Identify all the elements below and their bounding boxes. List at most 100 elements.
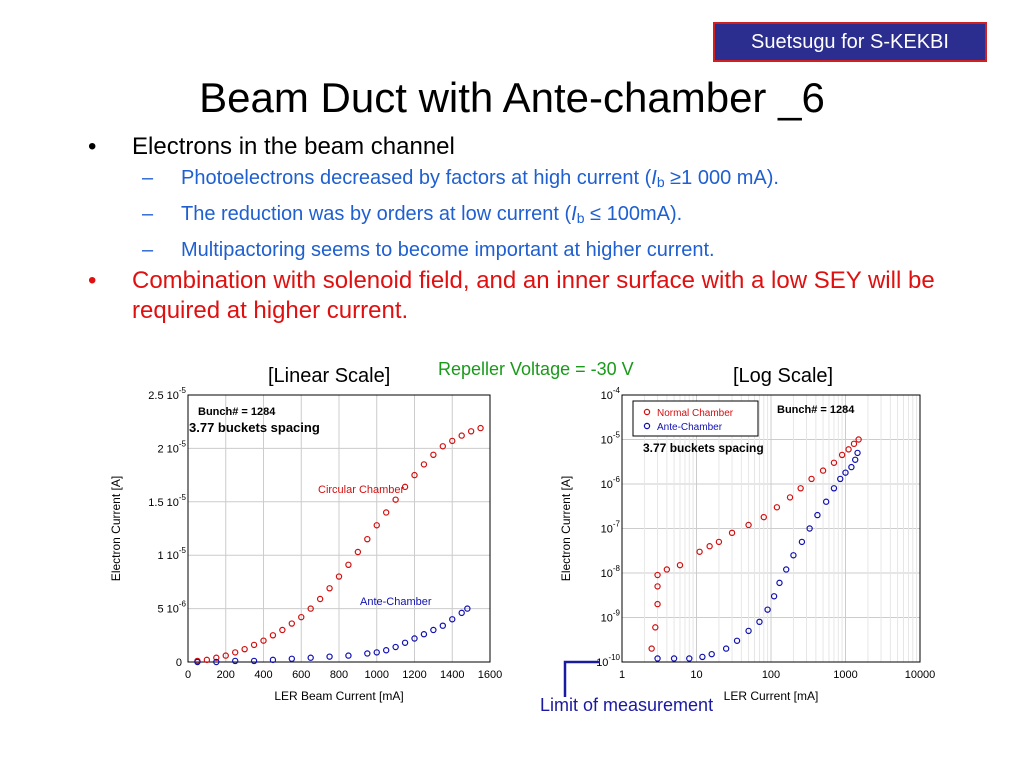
x-tick-label: 1000 bbox=[833, 669, 857, 681]
data-point-blue bbox=[830, 485, 838, 492]
data-point-red bbox=[392, 496, 399, 503]
bullet-electrons: • Electrons in the beam channel bbox=[88, 132, 1018, 162]
x-tick-label: 100 bbox=[762, 669, 780, 681]
sub-bullet-reduction: – The reduction was by orders at low cur… bbox=[88, 198, 1018, 234]
data-point-red bbox=[279, 626, 286, 634]
data-point-blue bbox=[213, 658, 220, 666]
data-point-red bbox=[467, 428, 475, 435]
data-point-red bbox=[652, 624, 659, 631]
repeller-voltage-label: Repeller Voltage = -30 V bbox=[438, 359, 634, 379]
series-label-circular: Circular Chamber bbox=[318, 484, 405, 496]
data-point-blue bbox=[382, 647, 390, 654]
data-point-red bbox=[850, 440, 858, 448]
data-point-blue bbox=[288, 655, 296, 662]
data-point-blue bbox=[837, 475, 844, 483]
x-axis-label: LER Current [mA] bbox=[724, 689, 819, 703]
data-point-blue bbox=[770, 593, 778, 600]
data-point-red bbox=[728, 529, 736, 537]
legend-marker-normal bbox=[643, 408, 651, 416]
x-tick-label: 1600 bbox=[478, 669, 502, 681]
data-point-red bbox=[298, 613, 305, 621]
author-badge: Suetsugu for S-KEKBI bbox=[713, 22, 987, 62]
x-axis-label: LER Beam Current [mA] bbox=[274, 689, 403, 703]
plot-frame bbox=[621, 394, 921, 663]
data-point-blue bbox=[708, 650, 715, 658]
bullet-electrons-text: Electrons in the beam channel bbox=[132, 133, 455, 160]
data-point-red bbox=[203, 656, 211, 664]
sub1-pre: Photoelectrons decreased by factors at h… bbox=[181, 167, 652, 189]
data-point-blue bbox=[798, 538, 806, 546]
sub2-subscript: b bbox=[576, 210, 585, 226]
sub3-text: Multipactoring seems to become important… bbox=[181, 239, 715, 261]
data-point-blue bbox=[345, 652, 352, 659]
data-point-red bbox=[663, 566, 671, 573]
data-point-red bbox=[797, 485, 804, 492]
annotation-bunch: Bunch# = 1284 bbox=[198, 406, 276, 418]
data-point-red bbox=[260, 637, 267, 644]
y-tick-label: 10-7 bbox=[601, 520, 621, 536]
data-point-red bbox=[401, 483, 409, 491]
y-tick-label: 2.5 10-5 bbox=[148, 386, 186, 402]
annotation-bunch: Bunch# = 1284 bbox=[777, 404, 855, 416]
data-point-red bbox=[439, 443, 447, 450]
data-point-red bbox=[335, 573, 343, 580]
data-point-red bbox=[382, 509, 390, 516]
data-point-blue bbox=[250, 657, 258, 665]
data-point-blue bbox=[269, 656, 277, 664]
x-tick-label: 600 bbox=[292, 669, 310, 681]
y-tick-label: 10-4 bbox=[601, 386, 621, 402]
data-point-red bbox=[773, 504, 781, 511]
dash-icon: – bbox=[142, 167, 154, 189]
x-tick-label: 200 bbox=[217, 669, 235, 681]
data-point-red bbox=[819, 467, 827, 474]
y-tick-label: 10-10 bbox=[596, 653, 620, 669]
data-point-blue bbox=[464, 605, 471, 612]
data-point-blue bbox=[848, 463, 855, 471]
sub2-italic: I bbox=[571, 203, 577, 225]
x-tick-label: 1200 bbox=[402, 669, 426, 681]
x-tick-label: 800 bbox=[330, 669, 348, 681]
sub-bullet-photoelectrons: – Photoelectrons decreased by factors at… bbox=[88, 162, 1018, 198]
data-point-blue bbox=[373, 649, 380, 656]
data-point-red bbox=[696, 548, 703, 555]
data-point-red bbox=[855, 436, 862, 443]
data-point-red bbox=[326, 585, 333, 592]
data-point-red bbox=[458, 432, 465, 439]
y-tick-label: 10-6 bbox=[601, 475, 621, 491]
data-point-red bbox=[786, 494, 794, 501]
linear-scale-chart: 0 200 400 600 800 1000 1200 1400 1600 0 5 10-6 1 10… bbox=[109, 386, 502, 703]
sub1-subscript: b bbox=[656, 174, 665, 190]
slide-title: Beam Duct with Ante-chamber _6 bbox=[199, 74, 825, 121]
linear-scale-label: [Linear Scale] bbox=[268, 365, 391, 387]
data-point-red bbox=[654, 571, 661, 579]
y-tick-label: 10-5 bbox=[601, 431, 621, 447]
bullet-dot: • bbox=[88, 133, 97, 160]
x-tick-label: 1 bbox=[619, 669, 625, 681]
legend-box bbox=[632, 400, 759, 437]
y-axis-label: Electron Current [A] bbox=[109, 476, 123, 581]
data-point-blue bbox=[756, 618, 763, 626]
y-tick-label: 5 10-6 bbox=[157, 600, 186, 616]
data-point-red bbox=[345, 561, 352, 569]
data-point-blue bbox=[852, 456, 859, 463]
data-point-blue bbox=[776, 579, 783, 587]
data-point-blue bbox=[420, 631, 428, 638]
data-point-red bbox=[307, 605, 314, 612]
data-point-blue bbox=[231, 657, 239, 665]
bullet-combination: • Combination with solenoid field, and a… bbox=[88, 266, 1018, 326]
data-point-blue bbox=[307, 654, 314, 661]
y-tick-label: 1.5 10-5 bbox=[148, 493, 186, 509]
data-point-blue bbox=[194, 658, 201, 666]
data-point-blue bbox=[401, 639, 409, 646]
data-point-blue bbox=[439, 622, 447, 629]
data-point-red bbox=[231, 649, 239, 656]
data-point-red bbox=[745, 521, 752, 529]
x-tick-label: 400 bbox=[254, 669, 272, 681]
data-point-red bbox=[676, 561, 684, 569]
sub-bullet-multipactoring: – Multipactoring seems to become importa… bbox=[88, 234, 1018, 266]
y-tick-label: 10-8 bbox=[601, 564, 621, 580]
legend-label-ante: Ante-Chamber bbox=[657, 422, 723, 433]
sub2-pre: The reduction was by orders at low curre… bbox=[181, 203, 572, 225]
data-point-red bbox=[706, 543, 713, 550]
x-tick-label: 10 bbox=[690, 669, 702, 681]
